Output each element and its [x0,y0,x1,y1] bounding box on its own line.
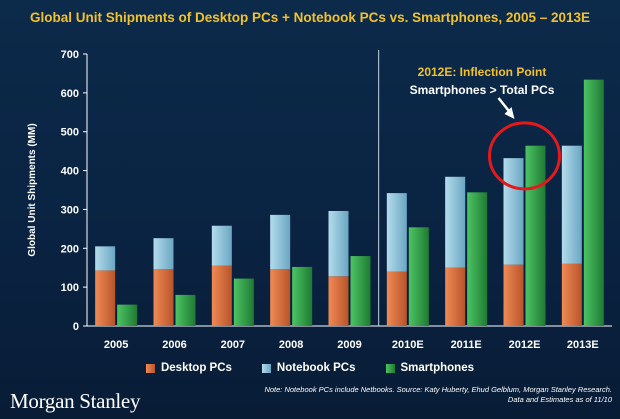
legend-label-smartphones: Smartphones [400,362,475,374]
bar-desktop-2005 [95,270,116,326]
bar-notebook-2008 [270,214,291,270]
legend-swatch-desktop [145,363,155,373]
x-tick-label-2006: 2006 [162,339,186,351]
bar-smartphones-2013E [583,79,604,326]
bar-desktop-2012E [503,264,524,326]
bar-smartphones-2009 [350,256,371,326]
footnote: Note: Notebook PCs include Netbooks. Sou… [192,385,612,405]
y-tick-label: 500 [61,127,79,139]
bar-notebook-2006 [153,238,174,270]
y-tick-label: 300 [61,204,79,216]
x-tick-label-2009: 2009 [337,339,361,351]
legend-swatch-notebook [261,363,271,373]
bar-notebook-2007 [211,225,232,266]
y-tick-label: 400 [61,166,79,178]
bar-notebook-2011E [445,176,466,268]
bar-smartphones-2012E [525,145,546,326]
annotation-line-1: 2012E: Inflection Point [417,65,547,79]
y-tick-label: 600 [61,88,79,100]
bar-notebook-2012E [503,158,524,265]
legend-item-desktop: Desktop PCs [145,362,232,374]
morgan-stanley-logo: Morgan Stanley [10,389,141,413]
annotation-line-2: Smartphones > Total PCs [409,83,555,97]
bar-smartphones-2011E [467,192,488,326]
inflection-annotation: 2012E: Inflection Point Smartphones > To… [402,63,562,99]
y-axis-title: Global Unit Shipments (MM) [27,123,38,256]
chart-legend: Desktop PCs Notebook PCs Smartphones [0,362,620,374]
x-tick-label-2011E: 2011E [451,339,482,351]
x-tick-label-2007: 2007 [221,339,245,351]
bar-desktop-2011E [445,267,466,326]
bar-notebook-2013E [561,145,582,264]
annotation-arrow-head [504,107,515,119]
bar-desktop-2006 [153,269,174,326]
x-tick-label-2005: 2005 [104,339,128,351]
bar-smartphones-2008 [292,266,313,326]
x-tick-label-2008: 2008 [279,339,303,351]
legend-swatch-smartphones [385,363,395,373]
x-tick-label-2012E: 2012E [509,339,541,351]
legend-label-desktop: Desktop PCs [160,362,232,374]
y-tick-label: 100 [61,282,79,294]
y-tick-label: 0 [73,321,79,333]
footnote-line-1: Note: Notebook PCs include Netbooks. Sou… [264,385,612,394]
bar-smartphones-2005 [117,304,138,326]
footnote-line-2: Data and Estimates as of 11/10 [507,395,612,404]
chart-title: Global Unit Shipments of Desktop PCs + N… [29,10,591,25]
bar-smartphones-2007 [233,278,254,326]
bar-desktop-2013E [561,263,582,326]
bar-desktop-2008 [270,269,291,326]
y-tick-label: 200 [61,243,79,255]
bar-desktop-2007 [211,265,232,326]
legend-item-notebook: Notebook PCs [261,362,356,374]
bar-notebook-2009 [328,210,349,277]
bar-desktop-2009 [328,276,349,326]
x-tick-label-2010E: 2010E [392,339,424,351]
legend-item-smartphones: Smartphones [385,362,475,374]
bar-smartphones-2006 [175,294,196,326]
x-tick-label-2013E: 2013E [567,339,599,351]
bar-smartphones-2010E [408,227,429,326]
bar-desktop-2010E [386,271,407,326]
highlight-circle [488,121,561,191]
y-tick-label: 700 [61,49,79,61]
legend-label-notebook: Notebook PCs [276,362,356,374]
bar-notebook-2005 [95,246,116,271]
bar-notebook-2010E [386,193,407,272]
